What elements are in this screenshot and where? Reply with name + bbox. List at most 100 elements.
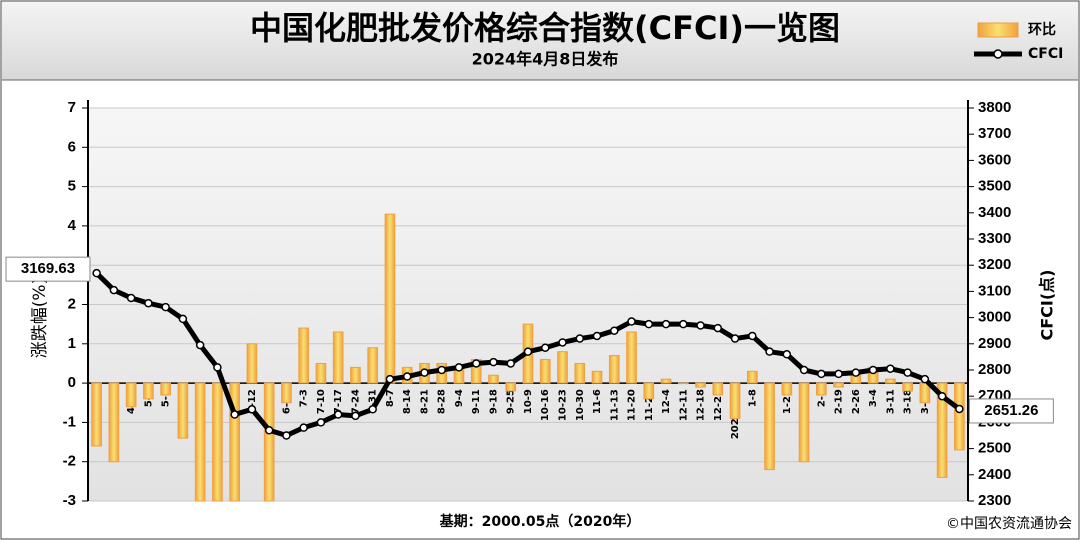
cfci-point [144, 298, 153, 308]
cfci-point [351, 411, 360, 421]
cfci-point [471, 359, 481, 368]
cfci-point [333, 410, 343, 419]
bar [505, 382, 517, 392]
header [2, 2, 1078, 80]
cfci-point [402, 372, 412, 381]
bar [816, 382, 827, 396]
x-tick-label: 10-9 [523, 389, 534, 414]
bar [488, 374, 499, 384]
y2-tick-label: 2800 [978, 361, 1011, 378]
cfci-point [195, 340, 205, 350]
bar [125, 382, 137, 408]
y2-tick-label: 3700 [978, 125, 1011, 142]
legend-marker [993, 49, 1003, 59]
bar [212, 382, 223, 502]
x-tick-label: 11-27 [644, 389, 655, 421]
cfci-point [385, 374, 395, 384]
subtitle: 2024年4月8日发布 [472, 50, 619, 69]
cfci-point [592, 331, 602, 341]
footer: 基期：2000.05点（2020年） [440, 513, 641, 530]
cfci-point [627, 317, 636, 326]
cfci-point [730, 334, 740, 343]
y-tick-label: 1 [68, 335, 76, 352]
x-tick-label: 7-24 [350, 389, 361, 414]
value-label-box [5, 256, 91, 282]
y-tick-label: 4 [68, 217, 77, 234]
cfci-point [713, 323, 723, 333]
bar [281, 382, 292, 404]
y2-tick-label: 3500 [978, 178, 1011, 195]
bar [263, 382, 275, 502]
x-tick-label: 3-18 [903, 389, 914, 414]
bar [143, 382, 154, 400]
x-tick-label: 2-5 [816, 389, 827, 407]
cfci-point [782, 350, 792, 359]
bar [350, 366, 361, 384]
y2-tick-label: 3200 [978, 256, 1011, 273]
x-tick-label: 2-19 [834, 389, 845, 414]
bar [384, 213, 396, 384]
cfci-point [299, 423, 308, 432]
y-tick-label: -3 [63, 492, 76, 509]
cfci-point [178, 314, 188, 324]
x-tick-label: 12-18 [696, 389, 707, 421]
bar [298, 327, 310, 384]
cfci-point [886, 364, 895, 373]
cfci-point [644, 319, 654, 329]
cfci-point [247, 405, 257, 414]
y-tick-label: 5 [68, 178, 76, 195]
x-tick-label: 2-26 [851, 389, 862, 414]
bar [764, 382, 775, 471]
chart-title: 中国化肥批发价格综合指数(CFCI)一览图 [250, 9, 840, 47]
y2-tick-label: 3600 [978, 151, 1011, 168]
x-tick-label: 7-3 [299, 389, 310, 407]
x-tick-label: 9-25 [506, 389, 517, 414]
cfci-point [420, 368, 429, 377]
y2-tick-label: 2900 [978, 335, 1011, 352]
x-tick-label: 7-17 [333, 389, 344, 414]
x-tick-label: 8-7 [385, 389, 396, 407]
cfci-point [937, 391, 947, 401]
y-tick-label: -1 [63, 413, 76, 430]
y2-tick-label: 2500 [978, 440, 1011, 457]
x-tick-label: 7-10 [316, 389, 327, 414]
cfci-point [834, 369, 843, 379]
bar [885, 378, 896, 384]
x-tick-label: 12-4 [661, 389, 672, 414]
y-tick-label: 0 [68, 374, 76, 391]
x-tick-label: 8-21 [419, 389, 430, 414]
cfci-point [696, 321, 705, 330]
cfci-point [679, 319, 688, 329]
y2-tick-label: 3100 [978, 282, 1011, 299]
x-tick-label: 11-6 [592, 389, 603, 414]
x-tick-label: 1-22 [782, 389, 793, 414]
source: ©中国农资流通协会 [946, 516, 1072, 532]
y-tick-label: 6 [68, 138, 76, 155]
cfci-point [109, 285, 119, 295]
value-label: 2651.26 [984, 402, 1038, 419]
legend-label: CFCI [1028, 46, 1063, 62]
value-label: 3169.63 [21, 260, 75, 277]
bar [902, 382, 913, 392]
bar [660, 378, 672, 384]
y2-tick-label: 2300 [978, 492, 1011, 509]
cfci-point [903, 368, 912, 377]
cfci-point [575, 334, 585, 343]
x-tick-label: 6-12 [247, 389, 258, 414]
cfci-point [799, 365, 809, 375]
x-tick-label: 9-18 [488, 389, 499, 414]
y2-tick-label: 3300 [978, 230, 1011, 247]
cfci-point [282, 431, 291, 440]
bar [798, 382, 810, 463]
x-tick-label: 3-4 [868, 389, 879, 407]
bar [229, 382, 240, 502]
bar [833, 382, 844, 388]
cfci-point [920, 374, 930, 384]
cfci-point [748, 331, 757, 341]
bar [936, 382, 948, 478]
bar [677, 382, 689, 385]
bar [246, 343, 258, 384]
bar [315, 362, 327, 384]
legend-swatch [977, 22, 1019, 38]
